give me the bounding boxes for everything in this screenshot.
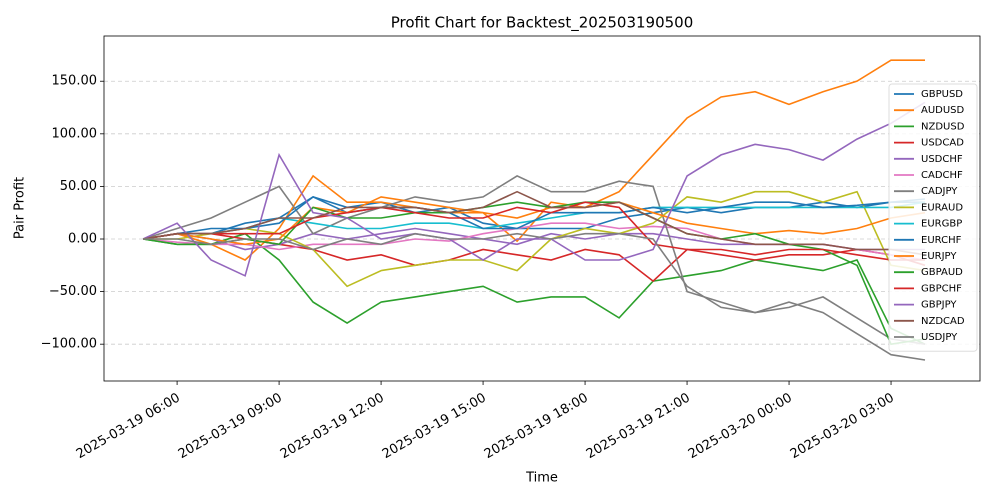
legend-label: EURJPY (921, 251, 957, 262)
y-tick-label: 100.00 (52, 126, 98, 141)
legend-label: EURAUD (921, 202, 963, 213)
y-tick-label: −100.00 (41, 337, 97, 352)
legend-label: USDCHF (921, 154, 963, 165)
series-line (142, 201, 926, 346)
legend-label: EURCHF (921, 235, 962, 246)
legend-label: CADJPY (921, 186, 958, 197)
plot-frame (103, 35, 981, 382)
legend-label: GBPCHF (921, 283, 962, 294)
legend-label: GBPUSD (921, 89, 963, 100)
series-line (142, 201, 925, 261)
y-axis-label: Pair Profit (13, 177, 28, 239)
y-tick-label: 150.00 (52, 74, 98, 89)
series-line (142, 196, 925, 240)
y-tick-label: 0.00 (68, 232, 97, 247)
legend-label: NZDUSD (921, 121, 965, 132)
legend-label: NZDCAD (921, 316, 965, 327)
legend-label: GBPJPY (921, 300, 957, 311)
legend-label: USDCAD (921, 138, 964, 149)
legend-label: GBPAUD (921, 267, 963, 278)
legend-label: USDJPY (921, 332, 958, 343)
legend-label: EURGBP (921, 219, 962, 230)
series-line (142, 190, 926, 256)
legend-box (888, 83, 978, 352)
x-axis-label: Time (525, 471, 558, 486)
chart-title: Profit Chart for Backtest_202503190500 (391, 14, 694, 33)
series-line (142, 195, 926, 240)
legend-label: CADCHF (921, 170, 963, 181)
series-line (142, 232, 926, 345)
y-tick-label: 50.00 (60, 179, 97, 194)
series-line (143, 232, 926, 361)
series-line (142, 101, 926, 277)
series-line (142, 196, 926, 246)
y-tick-label: −50.00 (49, 284, 97, 299)
legend-label: AUDUSD (921, 105, 965, 116)
series-line (143, 190, 926, 288)
series-line (142, 174, 926, 345)
